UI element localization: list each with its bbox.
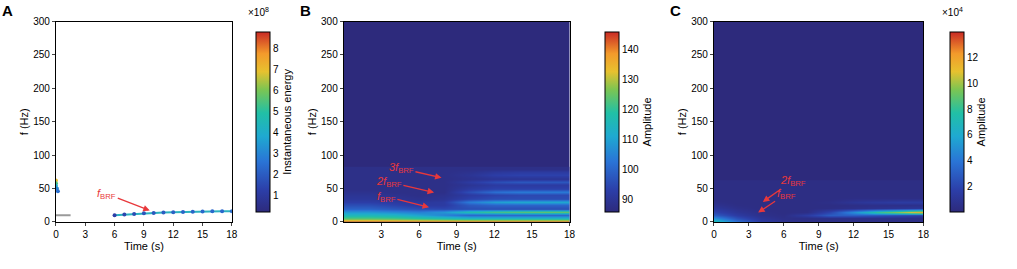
svg-text:12: 12 — [489, 229, 501, 240]
svg-text:50: 50 — [39, 183, 51, 194]
svg-text:f​BRF​: f​BRF​ — [777, 187, 796, 201]
svg-text:12: 12 — [848, 229, 860, 240]
svg-text:300: 300 — [691, 16, 708, 27]
svg-text:3f​BRF​: 3f​BRF​ — [389, 161, 414, 175]
svg-text:6: 6 — [967, 129, 973, 140]
svg-text:90: 90 — [622, 194, 634, 205]
svg-text:9: 9 — [454, 229, 460, 240]
svg-text:250: 250 — [321, 49, 338, 60]
svg-text:Time (s): Time (s) — [437, 240, 477, 252]
svg-text:C: C — [670, 2, 681, 19]
svg-text:50: 50 — [327, 183, 339, 194]
svg-text:4: 4 — [273, 127, 279, 138]
svg-text:f (Hz): f (Hz) — [18, 108, 30, 135]
svg-text:0: 0 — [53, 229, 59, 240]
svg-text:Amplitude: Amplitude — [975, 97, 987, 146]
svg-text:15: 15 — [883, 229, 895, 240]
svg-text:8: 8 — [967, 104, 973, 115]
svg-text:3: 3 — [746, 229, 752, 240]
svg-text:f (Hz): f (Hz) — [306, 108, 318, 135]
svg-text:0: 0 — [332, 216, 338, 227]
svg-text:12: 12 — [967, 52, 979, 63]
svg-text:1: 1 — [273, 190, 279, 201]
svg-text:×10​4​: ×10​4​ — [942, 6, 963, 18]
svg-text:6: 6 — [112, 229, 118, 240]
svg-text:Instantaneous energy: Instantaneous energy — [281, 69, 293, 175]
svg-text:Time (s): Time (s) — [124, 240, 164, 252]
svg-text:250: 250 — [33, 49, 50, 60]
svg-text:120: 120 — [622, 104, 639, 115]
svg-text:18: 18 — [918, 229, 930, 240]
svg-text:140: 140 — [622, 44, 639, 55]
svg-text:f​BRF​: f​BRF​ — [377, 190, 396, 204]
svg-text:300: 300 — [321, 16, 338, 27]
svg-text:2: 2 — [273, 169, 279, 180]
svg-text:3: 3 — [273, 148, 279, 159]
svg-text:100: 100 — [321, 150, 338, 161]
svg-text:100: 100 — [691, 150, 708, 161]
svg-text:3: 3 — [379, 229, 385, 240]
svg-text:150: 150 — [321, 116, 338, 127]
svg-text:300: 300 — [33, 16, 50, 27]
svg-text:0: 0 — [711, 229, 717, 240]
svg-text:B: B — [300, 2, 311, 19]
svg-text:A: A — [2, 2, 13, 19]
svg-text:Time (s): Time (s) — [799, 240, 839, 252]
svg-text:250: 250 — [691, 49, 708, 60]
svg-text:2f​BRF​: 2f​BRF​ — [780, 174, 806, 188]
svg-text:Amplitude: Amplitude — [641, 97, 653, 146]
svg-text:18: 18 — [226, 229, 238, 240]
svg-text:0: 0 — [44, 216, 50, 227]
svg-text:110: 110 — [622, 134, 638, 145]
svg-text:f (Hz): f (Hz) — [676, 108, 688, 135]
svg-text:8: 8 — [273, 43, 279, 54]
svg-text:50: 50 — [697, 183, 709, 194]
svg-text:150: 150 — [691, 116, 708, 127]
svg-text:100: 100 — [33, 150, 50, 161]
svg-text:6: 6 — [416, 229, 422, 240]
svg-text:6: 6 — [273, 85, 279, 96]
svg-text:3: 3 — [82, 229, 88, 240]
svg-text:15: 15 — [197, 229, 209, 240]
svg-text:130: 130 — [622, 74, 639, 85]
svg-text:15: 15 — [526, 229, 538, 240]
svg-text:10: 10 — [967, 78, 979, 89]
svg-text:18: 18 — [564, 229, 576, 240]
svg-text:0: 0 — [702, 216, 708, 227]
svg-text:2: 2 — [967, 181, 973, 192]
svg-text:100: 100 — [622, 164, 639, 175]
svg-text:f​BRF​: f​BRF​ — [97, 187, 116, 201]
svg-text:×10​8​: ×10​8​ — [248, 6, 269, 18]
svg-text:4: 4 — [967, 155, 973, 166]
svg-text:150: 150 — [33, 116, 50, 127]
svg-text:12: 12 — [168, 229, 180, 240]
svg-text:5: 5 — [273, 106, 279, 117]
svg-text:9: 9 — [141, 229, 147, 240]
svg-text:6: 6 — [781, 229, 787, 240]
svg-text:9: 9 — [816, 229, 822, 240]
svg-text:200: 200 — [33, 83, 50, 94]
svg-text:200: 200 — [321, 83, 338, 94]
svg-text:2f​BRF​: 2f​BRF​ — [376, 175, 402, 189]
svg-text:200: 200 — [691, 83, 708, 94]
svg-text:7: 7 — [273, 64, 279, 75]
